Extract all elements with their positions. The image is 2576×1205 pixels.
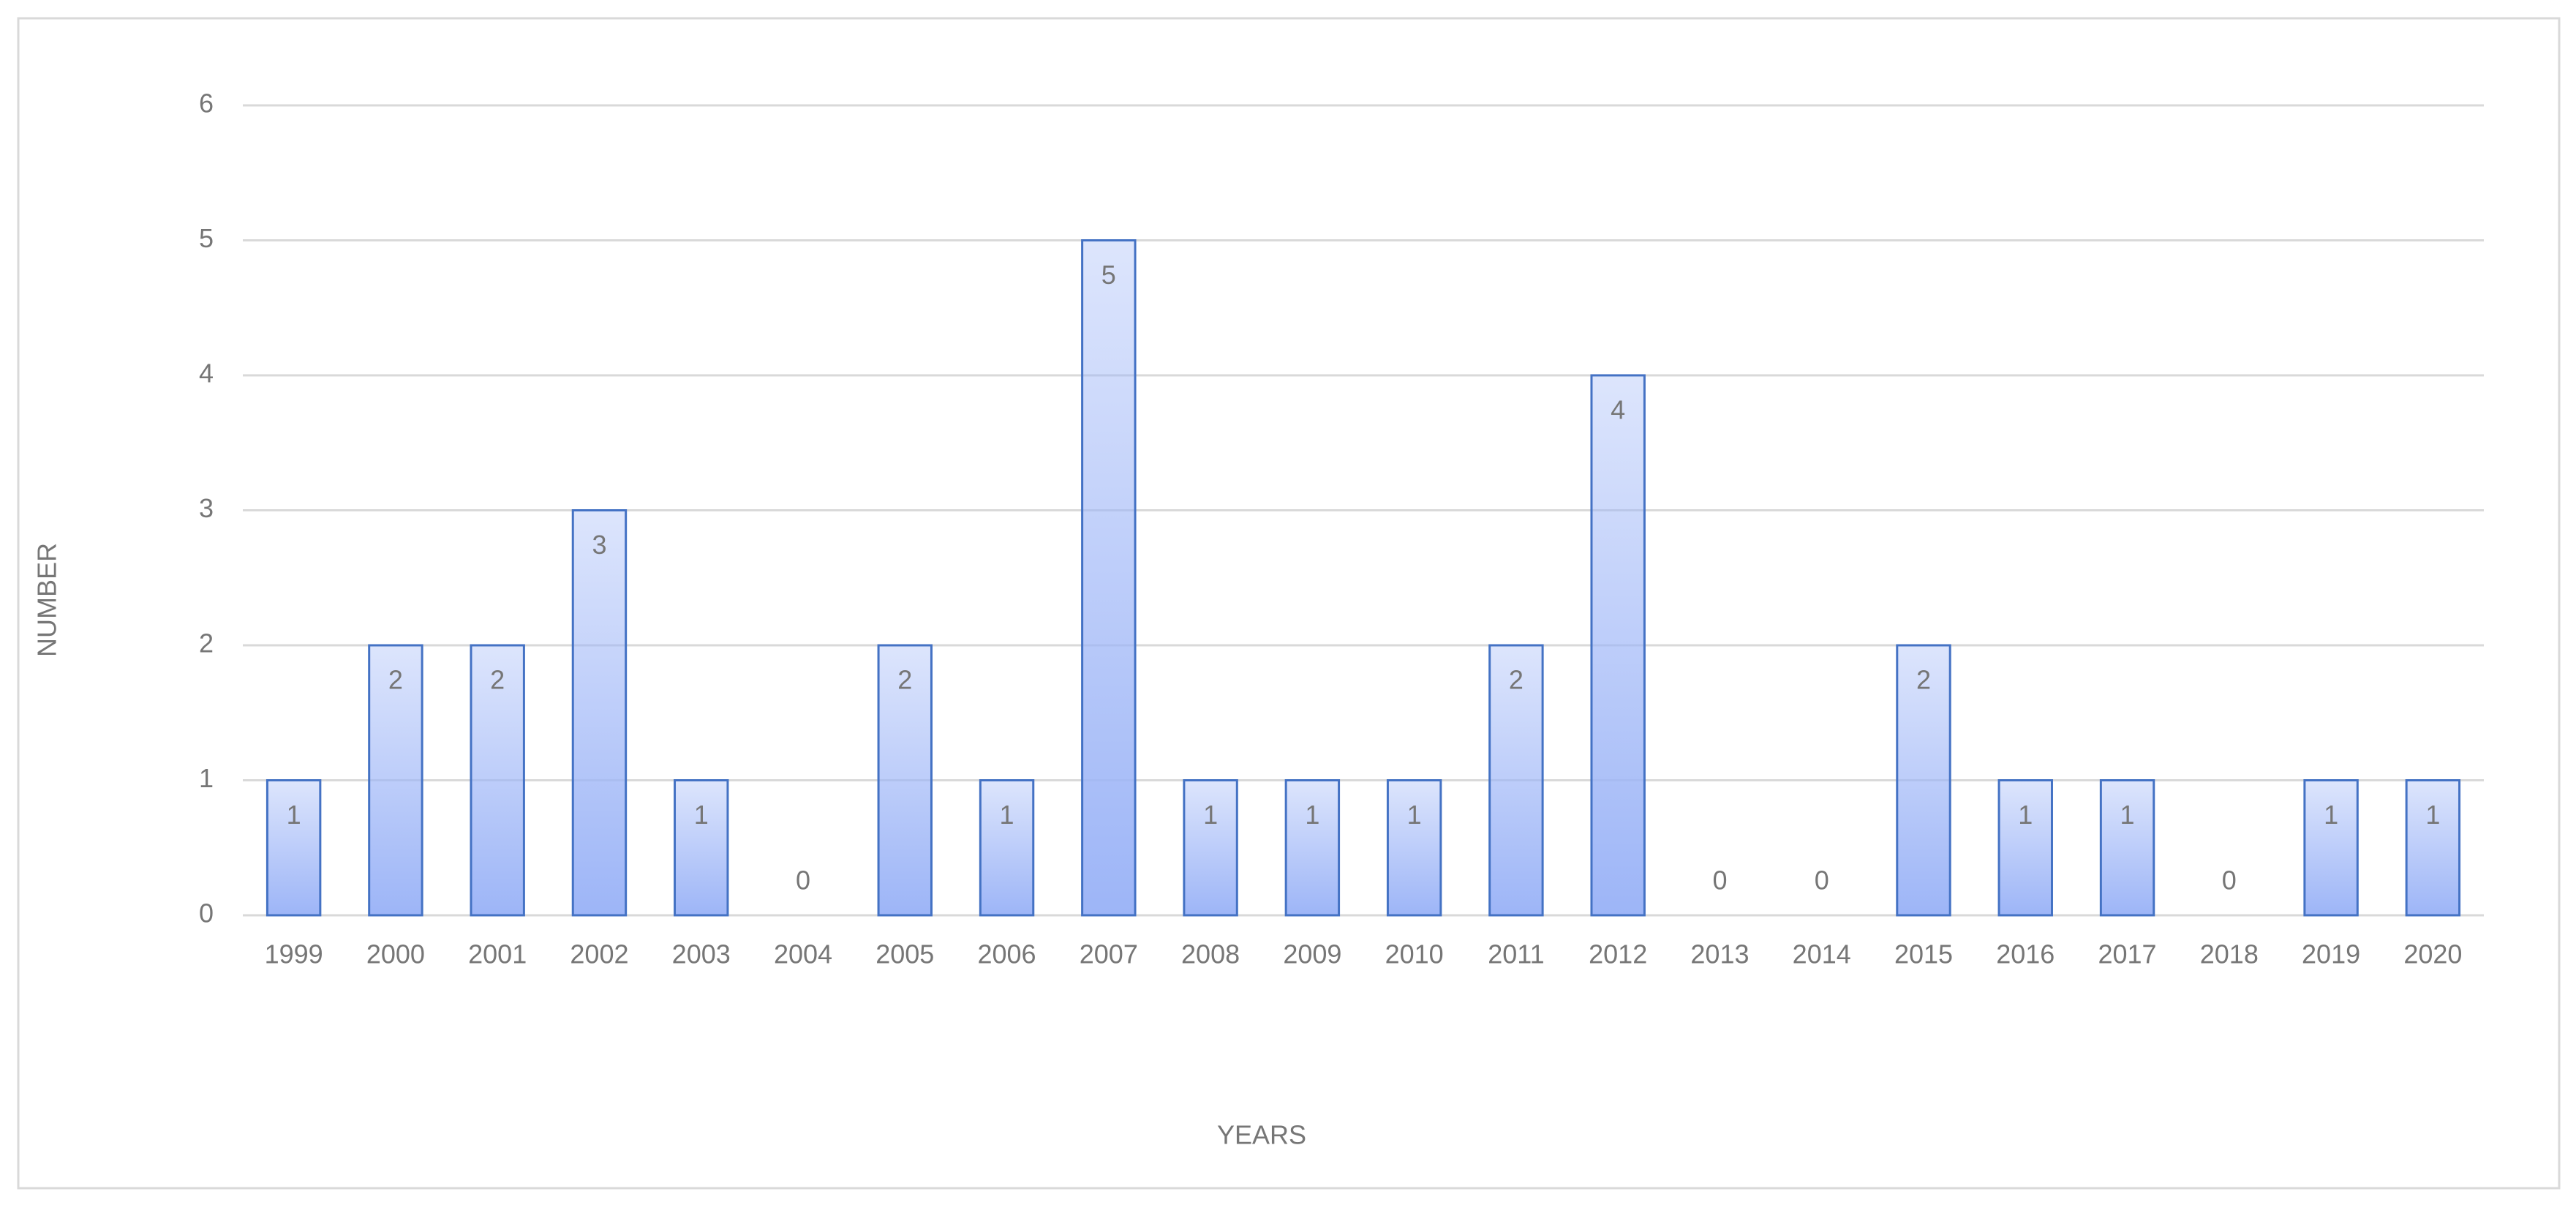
data-label: 5 [1101, 260, 1116, 290]
data-label: 1 [2018, 800, 2033, 830]
x-tick-label: 2004 [774, 939, 832, 969]
data-label: 1 [1305, 800, 1319, 830]
data-label: 1 [287, 800, 301, 830]
data-label: 0 [1712, 866, 1727, 896]
x-tick-label: 2011 [1488, 939, 1544, 969]
x-tick-label: 2015 [1894, 939, 1953, 969]
y-tick-label: 1 [199, 763, 214, 793]
bar [1183, 779, 1238, 917]
data-label: 0 [796, 866, 810, 896]
x-tick-label: 2012 [1589, 939, 1647, 969]
x-tick-label: 2007 [1080, 939, 1138, 969]
y-tick-label: 3 [199, 493, 214, 523]
data-label: 1 [1203, 800, 1218, 830]
x-tick-label: 2001 [468, 939, 527, 969]
bar [368, 644, 423, 917]
data-label: 2 [388, 665, 403, 695]
data-label: 4 [1611, 395, 1625, 425]
bar [1081, 239, 1137, 917]
data-label: 2 [490, 665, 505, 695]
x-tick-label: 2016 [1996, 939, 2055, 969]
bar [1896, 644, 1951, 917]
y-tick-label: 6 [199, 89, 214, 119]
bar [979, 779, 1035, 917]
bar [1488, 644, 1544, 917]
data-label: 1 [2425, 800, 2440, 830]
bar [877, 644, 933, 917]
x-tick-label: 2006 [977, 939, 1036, 969]
data-label: 2 [1509, 665, 1524, 695]
x-tick-label: 2005 [875, 939, 934, 969]
x-tick-label: 2000 [366, 939, 425, 969]
x-tick-label: 2003 [672, 939, 731, 969]
x-tick-label: 2008 [1181, 939, 1240, 969]
data-label: 0 [1815, 866, 1829, 896]
x-tick-label: 2009 [1283, 939, 1341, 969]
bar [1997, 779, 2053, 917]
data-label: 2 [1916, 665, 1931, 695]
y-tick-label: 2 [199, 628, 214, 658]
bar [2405, 779, 2461, 917]
x-tick-label: 2002 [570, 939, 628, 969]
x-tick-label: 2019 [2302, 939, 2360, 969]
chart-border [17, 17, 2561, 1190]
x-tick-label: 2014 [1793, 939, 1851, 969]
x-tick-label: 2010 [1385, 939, 1444, 969]
x-tick-label: 2020 [2403, 939, 2462, 969]
bar [2099, 779, 2155, 917]
y-tick-label: 5 [199, 223, 214, 253]
bar [2303, 779, 2359, 917]
x-tick-label: 2018 [2200, 939, 2259, 969]
data-label: 0 [2222, 866, 2237, 896]
bar [1386, 779, 1442, 917]
x-tick-label: 2017 [2098, 939, 2156, 969]
data-label: 1 [1407, 800, 1422, 830]
data-label: 3 [592, 530, 606, 560]
data-label: 1 [1000, 800, 1014, 830]
bar [265, 779, 322, 917]
bar [1590, 374, 1646, 917]
bar [571, 509, 628, 917]
bar [1284, 779, 1341, 917]
data-label: 2 [897, 665, 912, 695]
bar [674, 779, 729, 917]
x-axis-title: YEARS [1217, 1120, 1306, 1150]
x-tick-label: 1999 [265, 939, 323, 969]
x-tick-label: 2013 [1690, 939, 1749, 969]
data-label: 1 [694, 800, 709, 830]
y-tick-label: 4 [199, 359, 214, 388]
bar [470, 644, 525, 917]
data-label: 1 [2324, 800, 2338, 830]
data-label: 1 [2120, 800, 2135, 830]
y-tick-label: 0 [199, 898, 214, 928]
y-axis-title: NUMBER [32, 543, 62, 657]
